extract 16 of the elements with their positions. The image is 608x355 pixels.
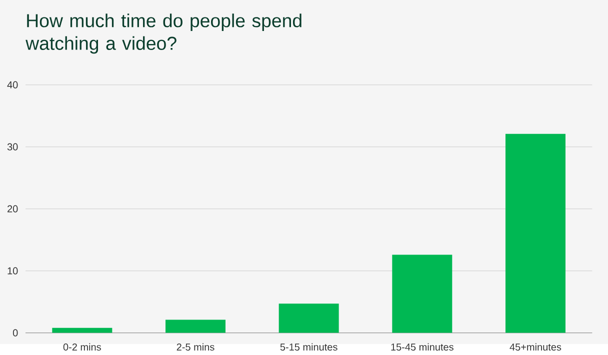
bar bbox=[505, 134, 566, 333]
y-tick-label: 0 bbox=[12, 329, 18, 336]
y-tick-label: 20 bbox=[8, 205, 18, 212]
x-tick-label: 2-5 mins bbox=[176, 343, 214, 351]
x-tick-label: 0-2 mins bbox=[63, 343, 101, 351]
bar bbox=[392, 254, 452, 333]
y-tick-label: 10 bbox=[8, 267, 18, 274]
bar bbox=[166, 320, 226, 333]
bar bbox=[278, 304, 339, 333]
y-tick-label: 40 bbox=[7, 81, 18, 88]
x-tick-label: 5-15 minutes bbox=[280, 343, 338, 351]
x-tick-label: 15-45 minutes bbox=[391, 343, 454, 351]
chart-title: How much time do people spend watching a video? bbox=[26, 14, 302, 54]
y-tick-label: 30 bbox=[7, 143, 18, 150]
x-tick-label: 45+minutes bbox=[510, 343, 562, 351]
bar bbox=[52, 328, 112, 333]
